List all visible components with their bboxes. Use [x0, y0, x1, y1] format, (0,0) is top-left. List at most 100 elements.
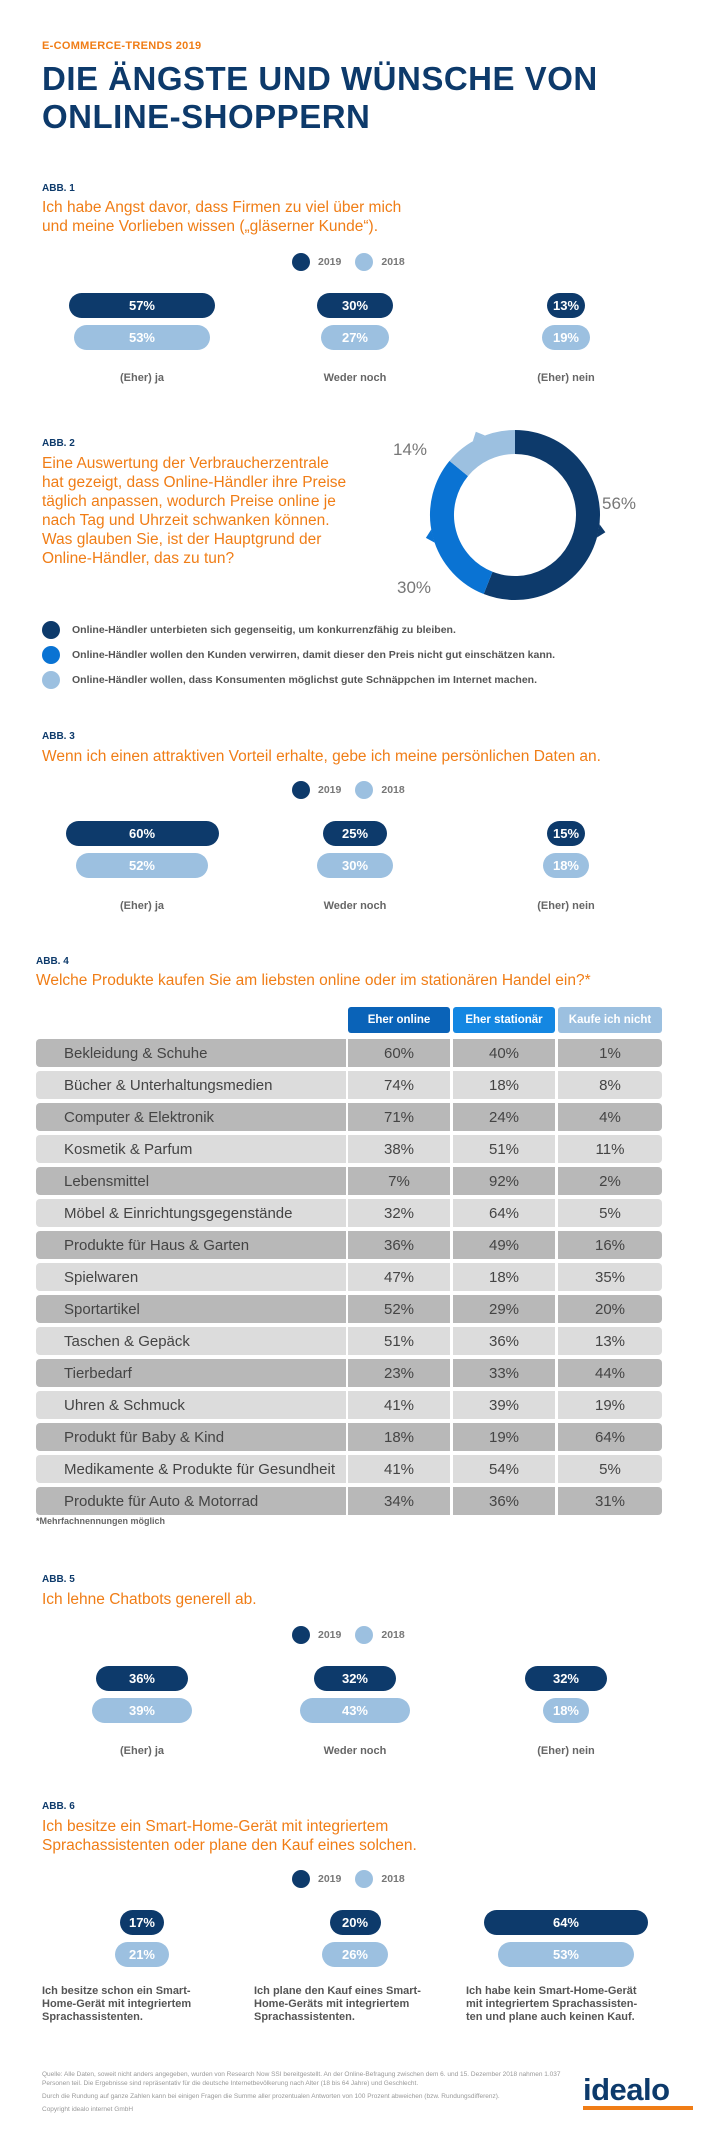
cell-online: 41%: [348, 1455, 450, 1483]
table-row: Bekleidung & Schuhe 60% 40% 1%: [36, 1039, 662, 1067]
table-row: Bücher & Unterhaltungsmedien 74% 18% 8%: [36, 1071, 662, 1099]
cell-stationaer: 36%: [453, 1487, 555, 1515]
row-label: Lebensmittel: [36, 1167, 346, 1195]
bar-2018-3: 53%: [498, 1942, 634, 1967]
table-row: Uhren & Schmuck 41% 39% 19%: [36, 1391, 662, 1419]
legend-2019-label: 2019: [318, 784, 342, 796]
abb3-legend: 2019 2018: [292, 781, 405, 799]
cell-online: 41%: [348, 1391, 450, 1419]
row-label: Computer & Elektronik: [36, 1103, 346, 1131]
table-row: Tierbedarf 23% 33% 44%: [36, 1359, 662, 1387]
row-label: Bekleidung & Schuhe: [36, 1039, 346, 1067]
category-label-1: (Eher) ja: [119, 372, 164, 384]
bar-2019-1: 36%: [96, 1666, 188, 1691]
table-row: Möbel & Einrichtungsgegenstände 32% 64% 5%: [36, 1199, 662, 1227]
bar-2018-3: 18%: [543, 1698, 589, 1723]
legend-swatch-dark: [42, 621, 60, 639]
cell-nicht: 5%: [558, 1455, 662, 1483]
table-row: Medikamente & Produkte für Gesundheit 41%…: [36, 1455, 662, 1483]
cell-nicht: 2%: [558, 1167, 662, 1195]
cell-stationaer: 92%: [453, 1167, 555, 1195]
bar-2019-2: 25%: [323, 821, 387, 846]
bar-2019-3: 15%: [546, 821, 586, 846]
cell-online: 18%: [348, 1423, 450, 1451]
abb2-legend-item-2: Online-Händler wollen den Kunden verwirr…: [42, 646, 555, 664]
cell-nicht: 4%: [558, 1103, 662, 1131]
donut-slice-2: [430, 460, 493, 595]
abb2-label: ABB. 2: [42, 438, 75, 449]
bar-2018-2: 27%: [320, 325, 390, 350]
bar-2018-3: 18%: [543, 853, 589, 878]
donut-label-56: 56%: [602, 494, 637, 513]
cell-nicht: 5%: [558, 1199, 662, 1227]
cell-stationaer: 64%: [453, 1199, 555, 1227]
abb1-question: Ich habe Angst davor, dass Firmen zu vie…: [42, 199, 402, 235]
row-label: Produkte für Auto & Motorrad: [36, 1487, 346, 1515]
bar-2019-2: 32%: [314, 1666, 396, 1691]
category-label-3: (Eher) nein: [537, 372, 595, 384]
category-label-2: Ich plane den Kauf eines Smart-Home-Gerä…: [254, 1985, 421, 2023]
legend-2018-label: 2018: [381, 256, 405, 268]
abb5-legend: 2019 2018: [292, 1626, 405, 1644]
legend-swatch-light: [42, 671, 60, 689]
cell-online: 7%: [348, 1167, 450, 1195]
legend-2019-label: 2019: [318, 256, 342, 268]
abb6-label: ABB. 6: [42, 1801, 75, 1812]
row-label: Produkt für Baby & Kind: [36, 1423, 346, 1451]
footer-source: Quelle: Alle Daten, soweit nicht anders …: [42, 2071, 561, 2087]
abb2-legend-item-1: Online-Händler unterbieten sich gegensei…: [42, 621, 456, 639]
bar-2018-1: 21%: [115, 1942, 169, 1967]
table-row: Sportartikel 52% 29% 20%: [36, 1295, 662, 1323]
cell-stationaer: 49%: [453, 1231, 555, 1259]
kicker: E-COMMERCE-TRENDS 2019: [42, 40, 202, 52]
abb1-label: ABB. 1: [42, 183, 75, 194]
cell-stationaer: 40%: [453, 1039, 555, 1067]
abb6-legend: 2019 2018: [292, 1870, 405, 1888]
cell-nicht: 16%: [558, 1231, 662, 1259]
cell-online: 23%: [348, 1359, 450, 1387]
legend-2019-swatch: [292, 1626, 310, 1644]
cell-nicht: 8%: [558, 1071, 662, 1099]
row-label: Sportartikel: [36, 1295, 346, 1323]
donut-pointer-1: [596, 524, 606, 538]
cell-stationaer: 18%: [453, 1071, 555, 1099]
cell-online: 60%: [348, 1039, 450, 1067]
table-row: Produkt für Baby & Kind 18% 19% 64%: [36, 1423, 662, 1451]
cell-stationaer: 36%: [453, 1327, 555, 1355]
legend-2019-swatch: [292, 1870, 310, 1888]
page-title: DIE ÄNGSTE UND WÜNSCHE VON ONLINE-SHOPPE…: [42, 60, 598, 135]
abb2-legend-text-2: Online-Händler wollen den Kunden verwirr…: [72, 649, 556, 661]
legend-2018-swatch: [355, 253, 374, 271]
cell-stationaer: 18%: [453, 1263, 555, 1291]
cell-nicht: 35%: [558, 1263, 662, 1291]
table-row: Taschen & Gepäck 51% 36% 13%: [36, 1327, 662, 1355]
abb1-legend: 2019 2018: [292, 253, 405, 271]
abb5-question: Ich lehne Chatbots generell ab.: [42, 1591, 257, 1608]
cell-nicht: 13%: [558, 1327, 662, 1355]
category-label-2: Weder noch: [323, 1745, 387, 1757]
cell-nicht: 19%: [558, 1391, 662, 1419]
abb2-question: Eine Auswertung der Verbraucherzentrale …: [42, 455, 347, 567]
abb4-label: ABB. 4: [36, 956, 69, 967]
idealo-logo: idealo: [583, 2072, 670, 2107]
row-label: Taschen & Gepäck: [36, 1327, 346, 1355]
table-row: Spielwaren 47% 18% 35%: [36, 1263, 662, 1291]
category-label-2: Weder noch: [323, 900, 387, 912]
category-label-3: Ich habe kein Smart-Home-Gerät mit integ…: [466, 1985, 638, 2023]
legend-2019-label: 2019: [318, 1629, 342, 1641]
bar-2018-2: 30%: [316, 853, 394, 878]
row-label: Kosmetik & Parfum: [36, 1135, 346, 1163]
cell-stationaer: 54%: [453, 1455, 555, 1483]
category-label-1: Ich besitze schon ein Smart-Home-Gerät m…: [42, 1985, 192, 2023]
bar-2018-3: 19%: [541, 325, 591, 350]
donut-label-14: 14%: [393, 440, 428, 459]
row-label: Spielwaren: [36, 1263, 346, 1291]
cell-nicht: 44%: [558, 1359, 662, 1387]
cell-nicht: 1%: [558, 1039, 662, 1067]
row-label: Produkte für Haus & Garten: [36, 1231, 346, 1259]
cell-online: 52%: [348, 1295, 450, 1323]
cell-online: 36%: [348, 1231, 450, 1259]
table-row: Produkte für Auto & Motorrad 34% 36% 31%: [36, 1487, 662, 1515]
legend-2018-swatch: [355, 1626, 374, 1644]
legend-2018-label: 2018: [381, 1629, 405, 1641]
